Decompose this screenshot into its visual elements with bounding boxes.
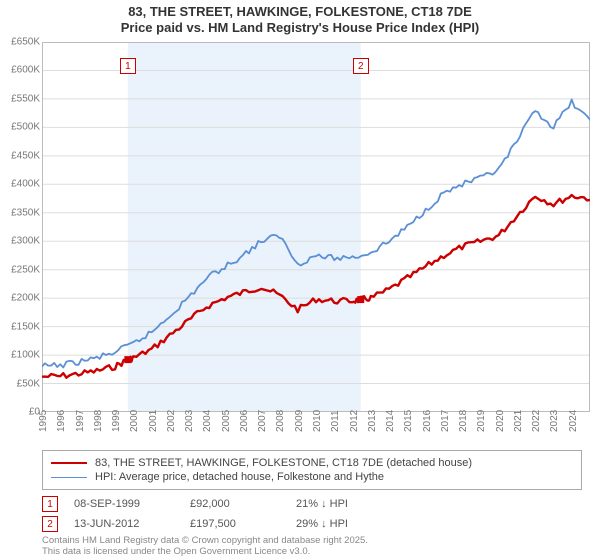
x-tick: 2008 [275, 410, 286, 432]
x-tick: 2012 [349, 410, 360, 432]
x-tick: 2020 [495, 410, 506, 432]
y-tick: £300K [0, 236, 40, 247]
x-tick: 2001 [148, 410, 159, 432]
legend-swatch [51, 477, 87, 478]
marker-date: 13-JUN-2012 [74, 518, 174, 530]
markers-table: 1 08-SEP-1999 £92,000 21% ↓ HPI 2 13-JUN-2012… [42, 494, 582, 534]
x-tick: 2021 [513, 410, 524, 432]
x-tick: 2022 [531, 410, 542, 432]
x-tick: 2011 [330, 410, 341, 432]
y-tick: £0 [0, 407, 40, 418]
x-tick: 2007 [257, 410, 268, 432]
title-line2: Price paid vs. HM Land Registry's House … [8, 20, 592, 36]
y-tick: £250K [0, 264, 40, 275]
sale-marker-2: 2 [353, 58, 369, 74]
sale-marker-1: 1 [120, 58, 136, 74]
y-tick: £100K [0, 350, 40, 361]
x-tick: 2018 [458, 410, 469, 432]
y-tick: £600K [0, 65, 40, 76]
x-tick: 2003 [184, 410, 195, 432]
chart-svg [42, 42, 590, 412]
chart-title: 83, THE STREET, HAWKINGE, FOLKESTONE, CT… [0, 0, 600, 39]
y-tick: £500K [0, 122, 40, 133]
marker-price: £197,500 [190, 518, 280, 530]
marker-delta: 29% ↓ HPI [296, 518, 396, 530]
y-tick: £550K [0, 93, 40, 104]
marker-delta: 21% ↓ HPI [296, 498, 396, 510]
y-tick: £350K [0, 207, 40, 218]
x-tick: 2024 [568, 410, 579, 432]
marker-index-box: 2 [42, 516, 58, 532]
legend-label: 83, THE STREET, HAWKINGE, FOLKESTONE, CT… [95, 457, 472, 469]
legend-label: HPI: Average price, detached house, Folk… [95, 471, 384, 483]
x-tick: 2009 [294, 410, 305, 432]
x-tick: 2000 [129, 410, 140, 432]
x-axis: 1995199619971998199920002001200220032004… [42, 412, 590, 446]
footer: Contains HM Land Registry data © Crown c… [42, 536, 368, 558]
y-tick: £400K [0, 179, 40, 190]
legend-item: HPI: Average price, detached house, Folk… [51, 470, 573, 484]
marker-row: 1 08-SEP-1999 £92,000 21% ↓ HPI [42, 494, 582, 514]
y-tick: £200K [0, 293, 40, 304]
x-tick: 1999 [111, 410, 122, 432]
x-tick: 2016 [422, 410, 433, 432]
x-tick: 1996 [56, 410, 67, 432]
x-tick: 2006 [239, 410, 250, 432]
x-tick: 2017 [440, 410, 451, 432]
x-tick: 2015 [403, 410, 414, 432]
x-tick: 1995 [38, 410, 49, 432]
y-tick: £650K [0, 37, 40, 48]
x-tick: 2002 [166, 410, 177, 432]
legend-item: 83, THE STREET, HAWKINGE, FOLKESTONE, CT… [51, 456, 573, 470]
x-tick: 2013 [367, 410, 378, 432]
marker-index-box: 1 [42, 496, 58, 512]
x-tick: 2004 [202, 410, 213, 432]
y-tick: £50K [0, 378, 40, 389]
x-tick: 2014 [385, 410, 396, 432]
marker-row: 2 13-JUN-2012 £197,500 29% ↓ HPI [42, 514, 582, 534]
legend-swatch [51, 462, 87, 464]
y-tick: £150K [0, 321, 40, 332]
y-axis: £0£50K£100K£150K£200K£250K£300K£350K£400… [0, 42, 42, 412]
footer-line2: This data is licensed under the Open Gov… [42, 547, 368, 558]
x-tick: 2005 [221, 410, 232, 432]
x-tick: 2019 [476, 410, 487, 432]
marker-price: £92,000 [190, 498, 280, 510]
legend: 83, THE STREET, HAWKINGE, FOLKESTONE, CT… [42, 450, 582, 490]
x-tick: 2023 [549, 410, 560, 432]
x-tick: 2010 [312, 410, 323, 432]
marker-date: 08-SEP-1999 [74, 498, 174, 510]
plot-area: 12 [42, 42, 590, 412]
title-line1: 83, THE STREET, HAWKINGE, FOLKESTONE, CT… [8, 4, 592, 20]
x-tick: 1998 [93, 410, 104, 432]
y-tick: £450K [0, 150, 40, 161]
x-tick: 1997 [75, 410, 86, 432]
